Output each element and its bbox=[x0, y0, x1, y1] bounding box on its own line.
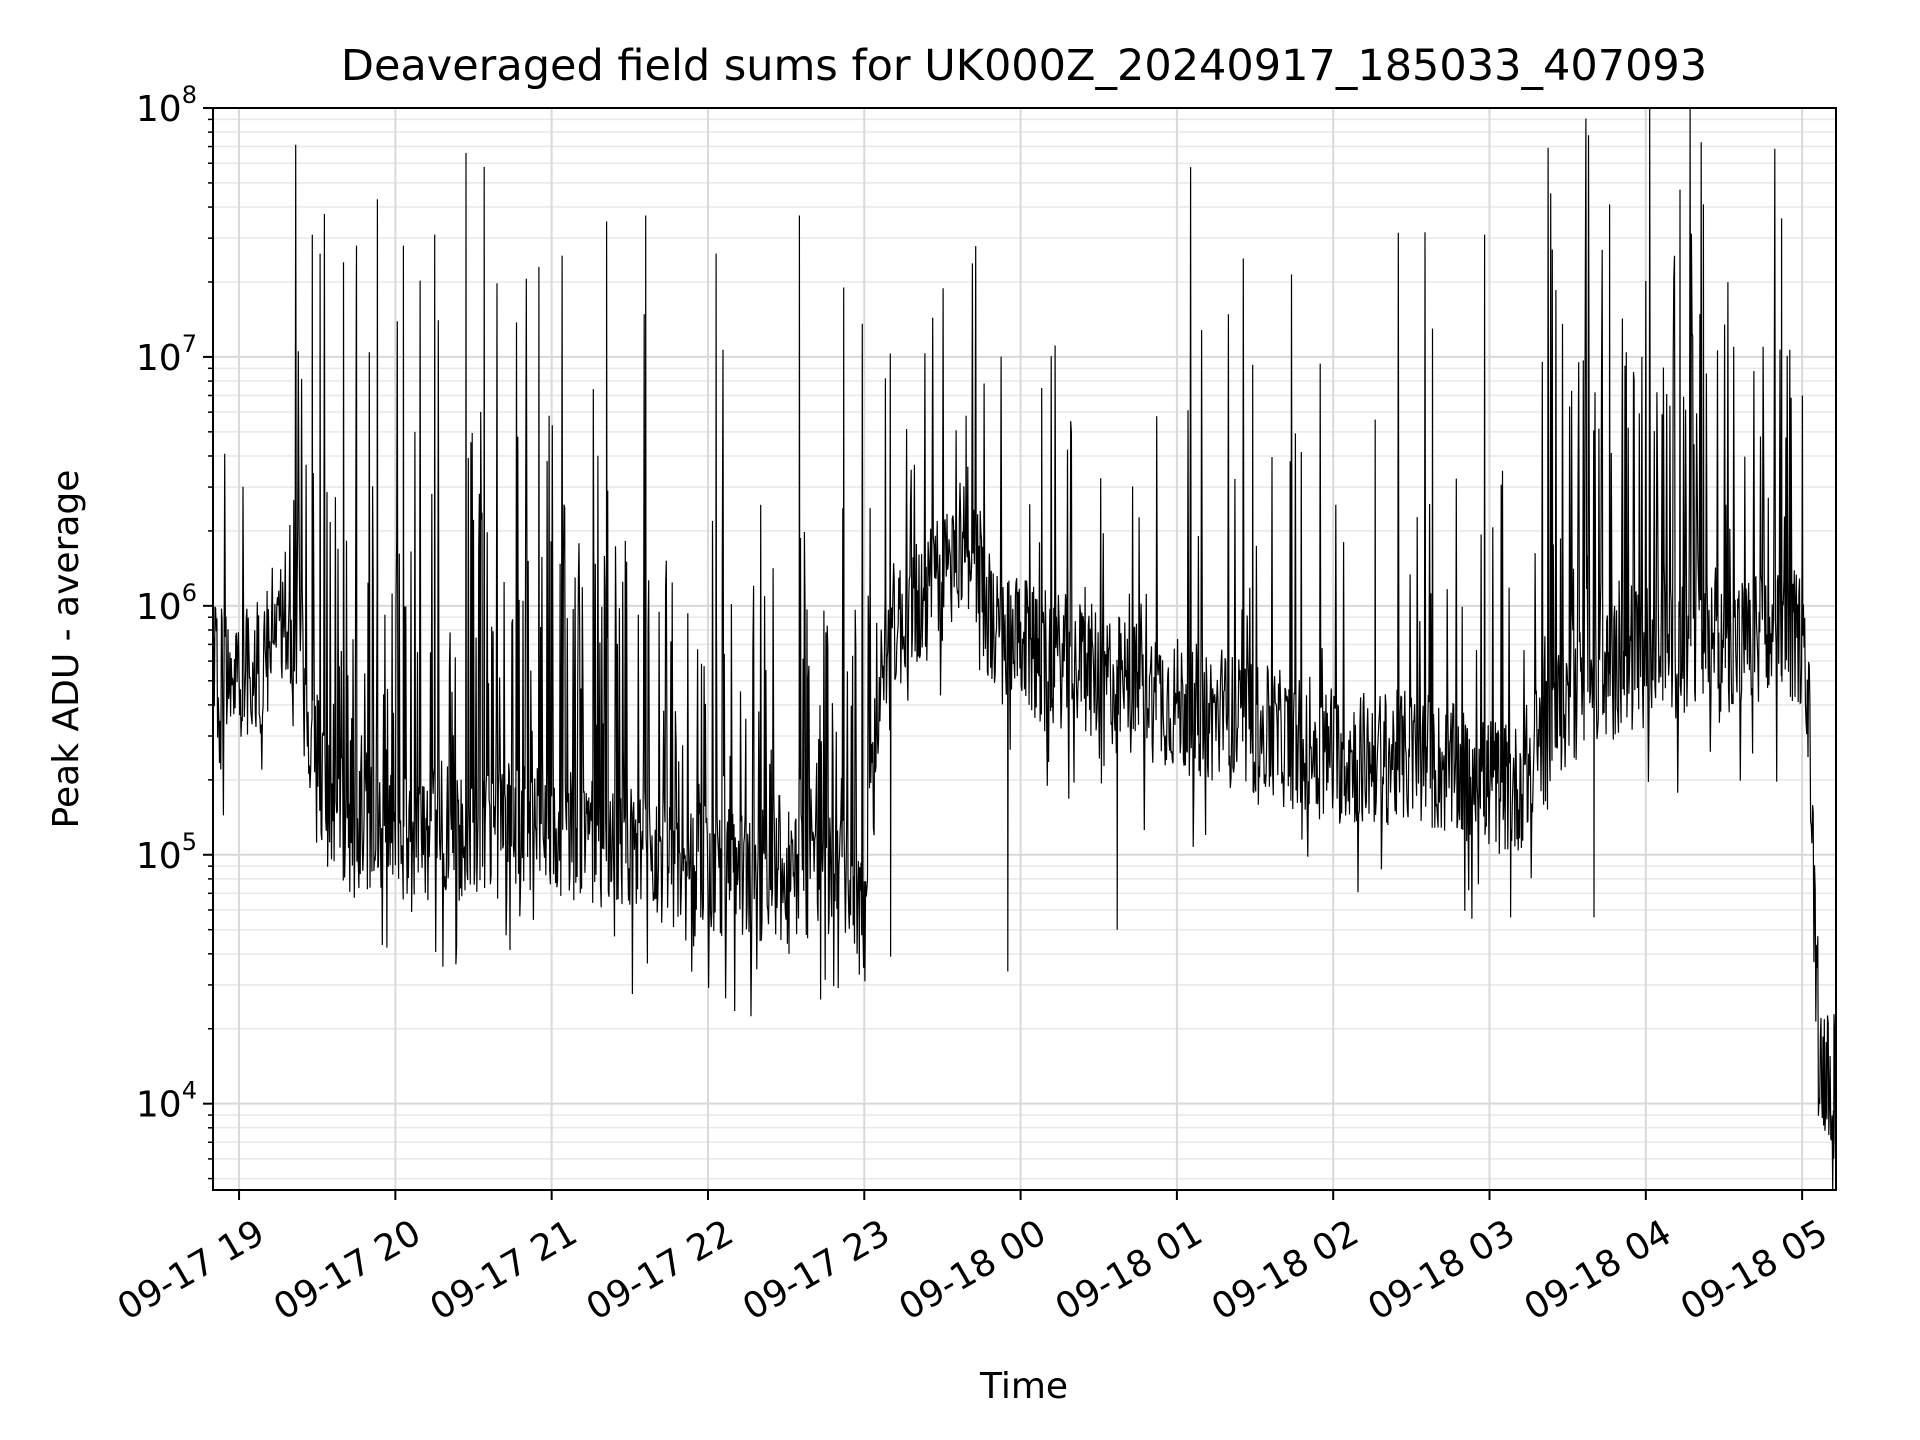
axes-frame bbox=[212, 107, 1837, 1191]
y-tick-exponent: 7 bbox=[182, 330, 197, 358]
x-tick-label: 09-18 01 bbox=[1049, 1212, 1210, 1328]
y-tick-exponent: 6 bbox=[182, 579, 197, 607]
y-axis-label: Peak ADU - average bbox=[46, 470, 87, 829]
x-tick-label: 09-18 00 bbox=[892, 1212, 1053, 1328]
grid-lines bbox=[213, 107, 1836, 1190]
series-line bbox=[213, 108, 1836, 1190]
x-tick-label: 09-17 22 bbox=[580, 1212, 741, 1328]
x-tick-label: 09-18 03 bbox=[1361, 1212, 1522, 1328]
x-axis-label: Time bbox=[979, 1366, 1068, 1407]
y-tick-exponent: 5 bbox=[182, 828, 197, 856]
y-tick-label: 106 bbox=[136, 579, 197, 628]
x-tick-label: 09-17 21 bbox=[423, 1212, 584, 1328]
y-tick-label: 104 bbox=[136, 1077, 197, 1126]
x-tick-label: 09-18 05 bbox=[1674, 1212, 1835, 1328]
x-tick-label: 09-18 02 bbox=[1205, 1212, 1366, 1328]
x-tick-label: 09-17 19 bbox=[111, 1212, 272, 1328]
y-tick-label: 108 bbox=[136, 81, 197, 130]
plot-area bbox=[213, 108, 1836, 1190]
y-axis: 104 105 106 107 108 bbox=[136, 81, 213, 1180]
y-tick-label: 107 bbox=[136, 330, 197, 379]
y-tick-label: 105 bbox=[136, 828, 197, 877]
x-tick-label: 09-18 04 bbox=[1518, 1212, 1679, 1328]
y-tick-exponent: 8 bbox=[182, 81, 197, 109]
x-tick-label: 09-17 23 bbox=[736, 1212, 897, 1328]
chart-title: Deaveraged field sums for UK000Z_2024091… bbox=[341, 41, 1707, 91]
x-tick-label: 09-17 20 bbox=[267, 1212, 428, 1328]
y-tick-exponent: 4 bbox=[182, 1077, 197, 1105]
